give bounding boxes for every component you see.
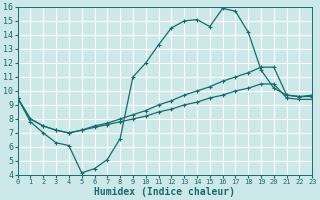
X-axis label: Humidex (Indice chaleur): Humidex (Indice chaleur): [94, 186, 236, 197]
